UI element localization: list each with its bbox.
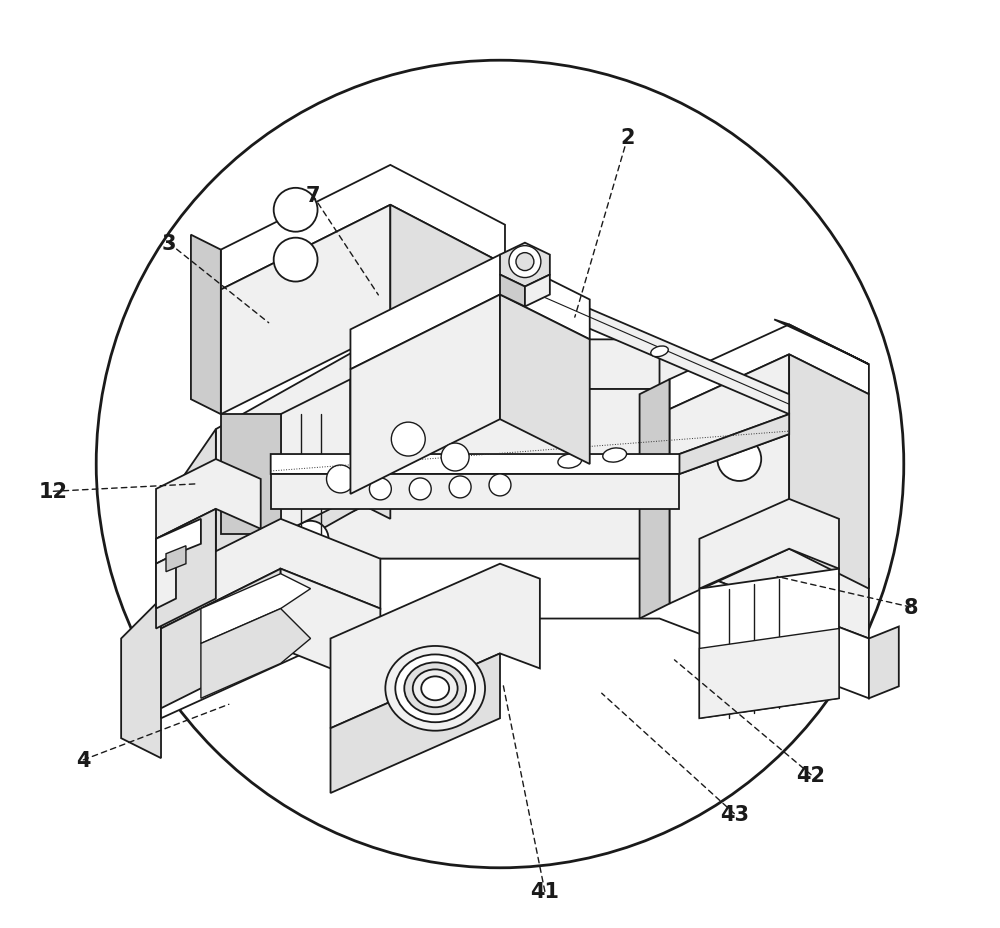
- Circle shape: [327, 466, 354, 494]
- Text: 2: 2: [620, 128, 635, 148]
- Polygon shape: [121, 599, 161, 758]
- Circle shape: [274, 188, 318, 232]
- Text: 43: 43: [720, 804, 749, 824]
- Polygon shape: [161, 559, 869, 718]
- Text: 12: 12: [39, 482, 68, 502]
- Polygon shape: [156, 554, 176, 609]
- Polygon shape: [500, 243, 550, 288]
- Circle shape: [409, 479, 431, 500]
- Ellipse shape: [413, 670, 458, 707]
- Polygon shape: [390, 206, 505, 390]
- Circle shape: [489, 474, 511, 496]
- Text: 8: 8: [904, 598, 918, 617]
- Polygon shape: [201, 609, 311, 699]
- Polygon shape: [331, 564, 540, 728]
- Circle shape: [717, 438, 761, 482]
- Polygon shape: [500, 295, 590, 465]
- Ellipse shape: [421, 677, 449, 701]
- Circle shape: [274, 238, 318, 282]
- Polygon shape: [699, 629, 839, 718]
- Polygon shape: [161, 499, 869, 659]
- Polygon shape: [660, 340, 789, 470]
- Polygon shape: [166, 547, 186, 572]
- Text: 42: 42: [797, 765, 826, 785]
- Polygon shape: [161, 430, 216, 599]
- Circle shape: [516, 253, 534, 271]
- Circle shape: [441, 444, 469, 471]
- Polygon shape: [281, 380, 350, 535]
- Polygon shape: [201, 574, 311, 644]
- Polygon shape: [350, 295, 500, 495]
- Polygon shape: [789, 354, 869, 589]
- Ellipse shape: [558, 455, 582, 469]
- Polygon shape: [221, 206, 390, 415]
- Text: 41: 41: [530, 882, 559, 901]
- Polygon shape: [156, 509, 216, 629]
- Polygon shape: [271, 415, 789, 474]
- Polygon shape: [350, 380, 390, 520]
- Ellipse shape: [385, 646, 485, 731]
- Ellipse shape: [395, 655, 475, 722]
- Polygon shape: [774, 320, 869, 365]
- Polygon shape: [669, 325, 869, 410]
- Polygon shape: [331, 653, 500, 793]
- Ellipse shape: [651, 347, 668, 357]
- Text: 7: 7: [305, 186, 320, 206]
- Polygon shape: [869, 626, 899, 699]
- Polygon shape: [281, 569, 380, 689]
- Polygon shape: [221, 415, 281, 535]
- Polygon shape: [221, 166, 505, 290]
- Polygon shape: [350, 255, 590, 370]
- Circle shape: [509, 247, 541, 278]
- Polygon shape: [699, 569, 839, 718]
- Polygon shape: [679, 415, 789, 474]
- Polygon shape: [161, 520, 380, 629]
- Text: 3: 3: [162, 234, 176, 253]
- Polygon shape: [161, 569, 281, 708]
- Polygon shape: [545, 290, 789, 415]
- Circle shape: [96, 61, 904, 868]
- Polygon shape: [699, 499, 839, 589]
- Polygon shape: [375, 390, 660, 499]
- Polygon shape: [156, 459, 261, 539]
- Polygon shape: [525, 276, 550, 307]
- Circle shape: [369, 479, 391, 500]
- Ellipse shape: [404, 663, 466, 715]
- Polygon shape: [640, 380, 669, 619]
- Polygon shape: [156, 520, 201, 564]
- Polygon shape: [271, 474, 679, 509]
- Circle shape: [449, 476, 471, 498]
- Polygon shape: [500, 276, 525, 307]
- Polygon shape: [669, 354, 789, 604]
- Circle shape: [293, 522, 329, 557]
- Polygon shape: [216, 390, 375, 589]
- Polygon shape: [216, 340, 789, 480]
- Circle shape: [391, 422, 425, 457]
- Text: 4: 4: [76, 750, 90, 770]
- Ellipse shape: [603, 448, 627, 463]
- Polygon shape: [191, 236, 221, 415]
